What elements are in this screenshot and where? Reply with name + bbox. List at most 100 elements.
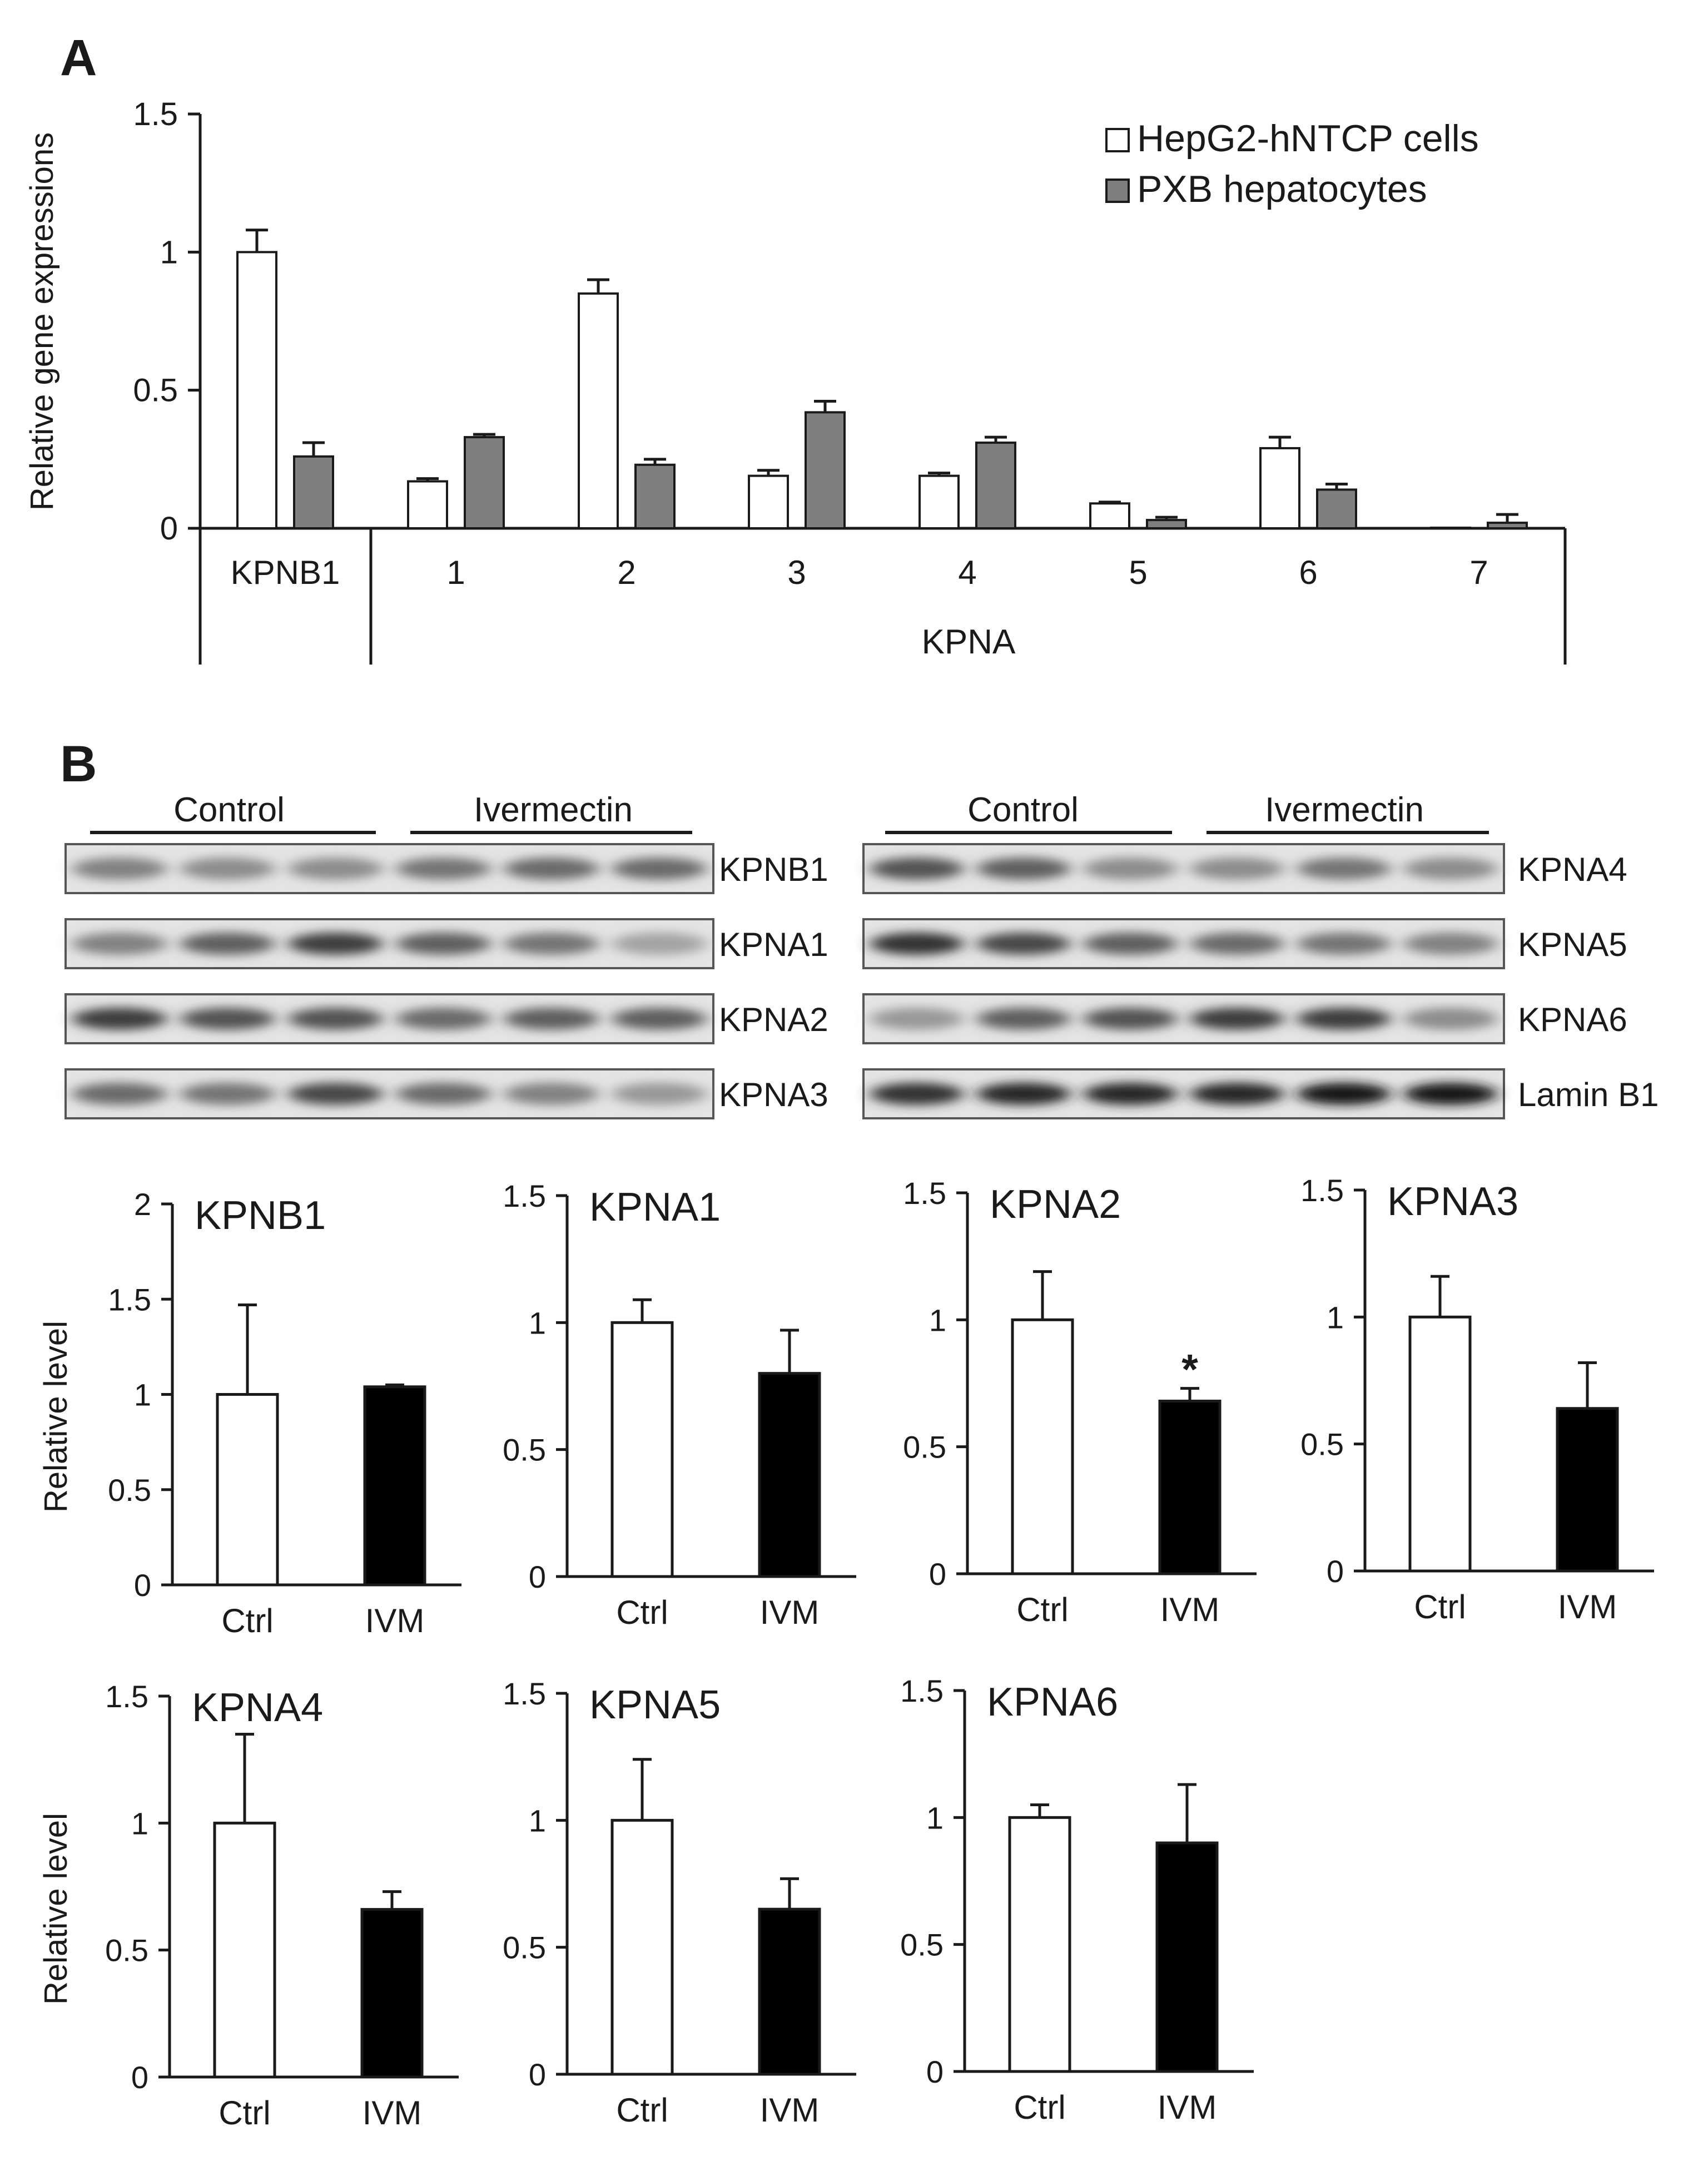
- blot-band-lane-5: [1297, 1008, 1391, 1030]
- chart-a-x-tick-label-4: 4: [958, 554, 976, 591]
- blot-strip-background: [64, 843, 714, 894]
- blot-band-lane-1: [870, 858, 964, 880]
- chart-kpna4-title: KPNA4: [192, 1686, 323, 1730]
- blot-band-lane-3: [1083, 858, 1178, 880]
- chart-kpna2-title: KPNA2: [990, 1182, 1121, 1227]
- blot-band-lane-6: [612, 1083, 707, 1105]
- chart-kpna1-y-tick-label: 0: [529, 1559, 546, 1594]
- blot-band-lane-1: [870, 1008, 964, 1030]
- blot-strip-background: [862, 843, 1505, 894]
- blot-band-lane-2: [976, 858, 1071, 880]
- chart-kpnb1-y-tick-label: 0.5: [108, 1473, 151, 1508]
- blot-band-lane-2: [180, 1083, 275, 1105]
- chart-kpna4-y-tick-label: 1: [131, 1806, 148, 1841]
- chart-a-bar-pxb-7: [1487, 522, 1528, 529]
- chart-kpna6-y-tick-label: 1.5: [900, 1673, 944, 1708]
- chart-kpna5-title: KPNA5: [589, 1683, 721, 1727]
- blot-right-headers: Control Ivermectin: [885, 791, 1489, 834]
- blot-band-lane-1: [870, 933, 964, 955]
- blot-band-lane-6: [1403, 858, 1498, 880]
- chart-kpna4-y-tick-label: 0.5: [105, 1933, 148, 1968]
- chart-kpna3-bar-ctrl: [1408, 1315, 1472, 1573]
- blot-band-lane-5: [1297, 933, 1391, 955]
- blot-band-lane-4: [396, 858, 491, 880]
- chart-kpnb1-title: KPNB1: [195, 1193, 326, 1238]
- blot-band-lane-2: [976, 1083, 1071, 1105]
- chart-a-y-axis-label: Relative gene expressions: [24, 132, 60, 510]
- legend-swatch-pxb: [1105, 179, 1130, 203]
- chart-kpna3-x-tick-label-ivm: IVM: [1558, 1588, 1617, 1625]
- chart-kpnb1-y-tick-label: 2: [134, 1187, 151, 1222]
- chart-a-x-axis-label: KPNA: [922, 623, 1016, 661]
- blot-band-lane-4: [1190, 858, 1284, 880]
- chart-kpna1-bar-ctrl: [610, 1321, 674, 1578]
- blot-band-lane-3: [287, 933, 383, 955]
- blot-left-strip-kpnb1: [64, 843, 714, 894]
- blot-band-lane-4: [396, 1083, 491, 1105]
- chart-kpna6-x-tick-label-ivm: IVM: [1158, 2089, 1217, 2126]
- chart-kpna5: 0 0.5 1 1.5 KPNA5 Ctrl IVM: [503, 1676, 856, 2129]
- chart-a-x-tick-label-1: 1: [446, 554, 465, 591]
- chart-kpnb1-bar-ctrl: [216, 1393, 279, 1587]
- chart-kpna3-bar-ivm: [1556, 1407, 1619, 1573]
- blot-left-strip-kpna2: [64, 993, 714, 1044]
- chart-a-x-tick-label-6: 6: [1299, 554, 1317, 591]
- blot-band-lane-6: [1403, 933, 1498, 955]
- chart-kpna1-x-tick-label-ivm: IVM: [760, 1594, 820, 1631]
- blot-band-lane-3: [1083, 933, 1178, 955]
- blot-left-label-kpna1: KPNA1: [719, 926, 828, 963]
- blot-band-lane-2: [180, 933, 275, 955]
- chart-a-y-tick-label: 1.5: [133, 96, 178, 132]
- chart-a-bar-hepg2-4: [918, 474, 960, 530]
- blot-strip-background: [862, 993, 1505, 1044]
- blot-right-strip-kpna4: [862, 843, 1505, 894]
- blot-band-lane-4: [1190, 933, 1284, 955]
- blot-band-lane-6: [612, 858, 707, 880]
- chart-kpna5-y-tick-label: 1: [529, 1803, 546, 1838]
- chart-kpnb1: 0 0.5 1 1.5 2 KPNB1 Relative level Ctrl IVM: [38, 1187, 461, 1639]
- chart-kpna2-x-tick-label-ctrl: Ctrl: [1016, 1591, 1068, 1628]
- chart-a-bar-pxb-kpnb1: [293, 455, 334, 529]
- blot-band-lane-4: [396, 933, 491, 955]
- blot-left-strips: KPNB1 KPNA1 KPNA2 KPNA3: [64, 843, 828, 1119]
- blot-band-lane-1: [72, 1083, 167, 1105]
- panel-label-b: B: [60, 736, 97, 792]
- blot-band-lane-4: [1190, 1083, 1284, 1105]
- chart-a-bar-hepg2-3: [748, 474, 789, 530]
- chart-kpnb1-y-tick-label: 1: [134, 1377, 151, 1412]
- chart-kpna3-y-tick-label: 1.5: [1300, 1173, 1344, 1208]
- chart-kpna4-y-tick-label: 0: [131, 2060, 148, 2095]
- blot-band-lane-2: [180, 858, 275, 880]
- blot-band-lane-2: [976, 933, 1071, 955]
- chart-kpna2-bar-ivm: [1158, 1399, 1222, 1575]
- panel-label-a: A: [60, 29, 97, 86]
- chart-a-bar-pxb-3: [805, 411, 846, 530]
- blot-band-lane-2: [976, 1008, 1071, 1030]
- chart-kpna5-y-tick-label: 1.5: [503, 1676, 546, 1711]
- chart-kpna5-bar-ivm: [758, 1907, 821, 2076]
- chart-kpnb1-bar-ivm: [363, 1385, 426, 1587]
- blot-left-label-kpna3: KPNA3: [719, 1076, 828, 1113]
- chart-kpna4: 0 0.5 1 1.5 KPNA4 Relative level Ctrl IVM: [38, 1679, 459, 2132]
- blot-band-lane-1: [870, 1083, 964, 1105]
- blot-band-lane-3: [287, 1083, 383, 1105]
- blot-right-label-kpna6: KPNA6: [1518, 1001, 1627, 1038]
- chart-kpna6-x-tick-label-ctrl: Ctrl: [1014, 2089, 1065, 2126]
- blot-strip-background: [64, 1068, 714, 1119]
- blot-right-strip-lamin-b1: [862, 1068, 1505, 1119]
- chart-a-x-tick-label-kpnb1: KPNB1: [231, 554, 340, 591]
- blot-left-control-label: Control: [173, 791, 285, 829]
- chart-kpna5-bar-ctrl: [610, 1818, 674, 2076]
- blot-right-control-label: Control: [967, 791, 1079, 829]
- chart-kpna6-bar-ctrl: [1008, 1816, 1071, 2073]
- chart-kpna4-x-tick-label-ctrl: Ctrl: [219, 2094, 270, 2132]
- chart-a-x-tick-label-5: 5: [1129, 554, 1147, 591]
- chart-kpna3-y-tick-label: 0.5: [1300, 1427, 1344, 1462]
- chart-a-y-tick-label: 1: [160, 234, 178, 270]
- blot-left-label-kpna2: KPNA2: [719, 1001, 828, 1038]
- blot-band-lane-1: [72, 858, 167, 880]
- blot-strip-background: [64, 918, 714, 969]
- blot-band-lane-6: [612, 933, 707, 955]
- chart-kpnb1-x-tick-label-ctrl: Ctrl: [221, 1602, 273, 1639]
